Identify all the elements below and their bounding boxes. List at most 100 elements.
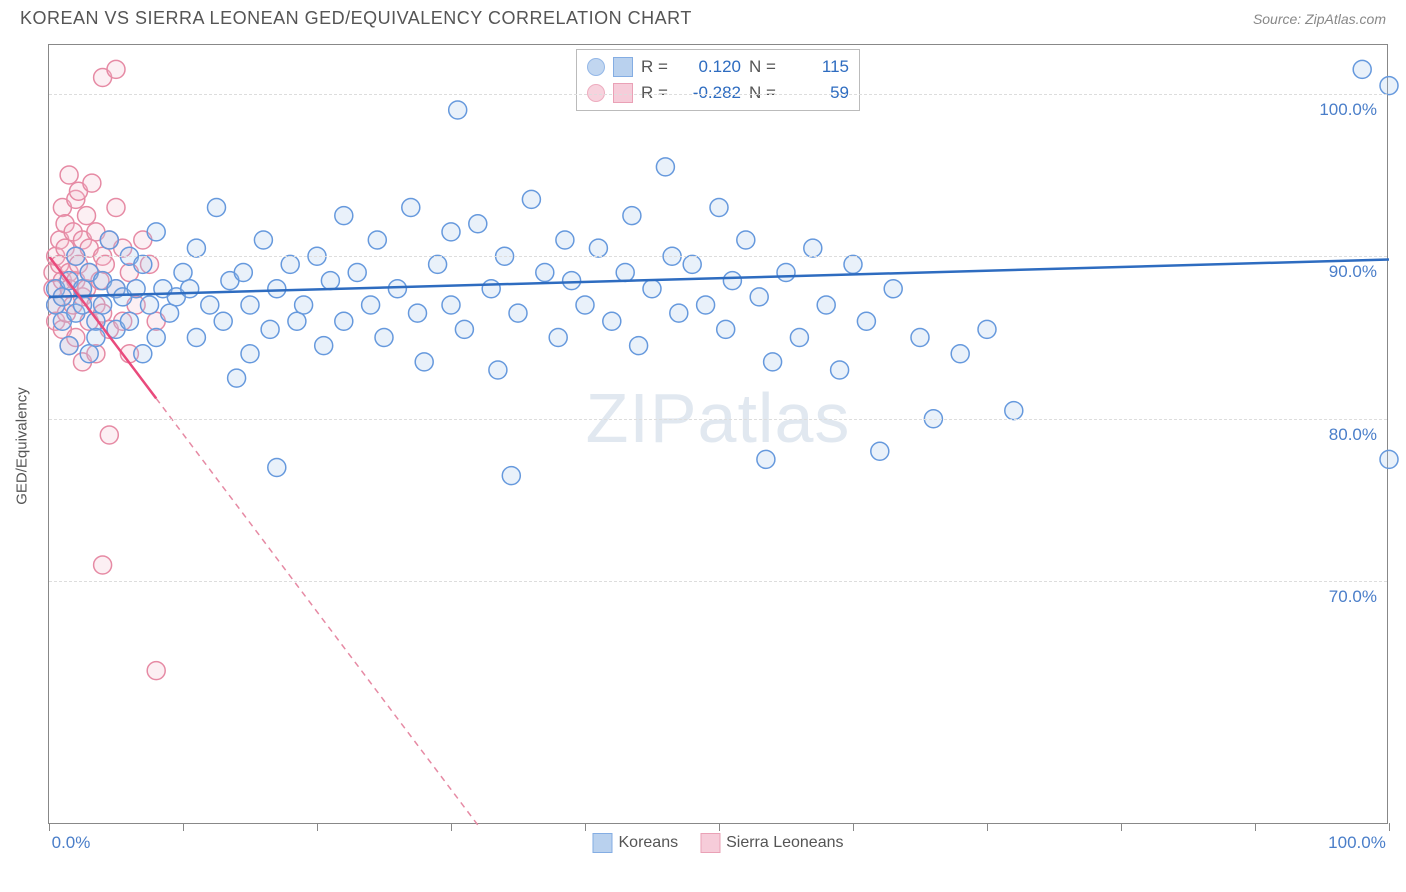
data-point <box>415 353 433 371</box>
data-point <box>884 280 902 298</box>
data-point <box>717 320 735 338</box>
data-point <box>656 158 674 176</box>
data-point <box>83 174 101 192</box>
data-point <box>147 329 165 347</box>
data-point <box>60 166 78 184</box>
data-point <box>368 231 386 249</box>
data-point <box>134 255 152 273</box>
y-tick-label: 90.0% <box>1329 262 1377 282</box>
chart-title: KOREAN VS SIERRA LEONEAN GED/EQUIVALENCY… <box>20 8 692 29</box>
x-tick <box>451 823 452 831</box>
data-point <box>241 296 259 314</box>
data-point <box>100 231 118 249</box>
legend-item-koreans: Koreans <box>592 833 678 853</box>
data-point <box>228 369 246 387</box>
x-tick <box>585 823 586 831</box>
data-point <box>87 329 105 347</box>
data-point <box>757 450 775 468</box>
data-point <box>321 272 339 290</box>
data-point <box>147 223 165 241</box>
x-tick <box>49 823 50 831</box>
data-point <box>1353 60 1371 78</box>
data-point <box>60 337 78 355</box>
data-point <box>315 337 333 355</box>
data-point <box>804 239 822 257</box>
x-tick <box>1255 823 1256 831</box>
data-point <box>335 312 353 330</box>
x-tick <box>853 823 854 831</box>
data-point <box>576 296 594 314</box>
data-point <box>281 255 299 273</box>
data-point <box>710 199 728 217</box>
legend-swatch-koreans-icon <box>592 833 612 853</box>
data-point <box>94 556 112 574</box>
data-point <box>261 320 279 338</box>
r-value-koreans: 0.120 <box>679 57 741 77</box>
data-point <box>683 255 701 273</box>
data-point <box>790 329 808 347</box>
data-point <box>375 329 393 347</box>
gridline <box>49 94 1387 95</box>
data-point <box>449 101 467 119</box>
data-point <box>348 264 366 282</box>
data-point <box>94 296 112 314</box>
data-point <box>120 312 138 330</box>
data-point <box>750 288 768 306</box>
data-point <box>181 280 199 298</box>
data-point <box>844 255 862 273</box>
data-point <box>502 467 520 485</box>
data-point <box>402 199 420 217</box>
data-point <box>817 296 835 314</box>
data-point <box>482 280 500 298</box>
data-point <box>78 207 96 225</box>
data-point <box>978 320 996 338</box>
y-tick-label: 80.0% <box>1329 425 1377 445</box>
data-point <box>563 272 581 290</box>
legend-label-sierra: Sierra Leoneans <box>726 834 843 852</box>
x-tick <box>183 823 184 831</box>
data-point <box>616 264 634 282</box>
data-point <box>1005 402 1023 420</box>
data-point <box>522 190 540 208</box>
data-point <box>409 304 427 322</box>
chart-source: Source: ZipAtlas.com <box>1253 11 1386 27</box>
legend-marker-koreans-icon <box>587 58 605 76</box>
data-point <box>723 272 741 290</box>
data-point <box>442 223 460 241</box>
data-point <box>737 231 755 249</box>
data-point <box>831 361 849 379</box>
legend-label-koreans: Koreans <box>618 834 678 852</box>
data-point <box>1380 77 1398 95</box>
data-point <box>187 239 205 257</box>
data-point <box>951 345 969 363</box>
data-point <box>107 199 125 217</box>
y-axis-label: GED/Equivalency <box>14 387 31 505</box>
data-point <box>469 215 487 233</box>
data-point <box>777 264 795 282</box>
data-point <box>80 345 98 363</box>
trend-line-extrapolated <box>156 398 478 825</box>
data-point <box>1380 450 1398 468</box>
data-point <box>161 304 179 322</box>
data-point <box>589 239 607 257</box>
y-tick-label: 70.0% <box>1329 587 1377 607</box>
data-point <box>697 296 715 314</box>
data-point <box>141 296 159 314</box>
data-point <box>268 459 286 477</box>
data-point <box>335 207 353 225</box>
data-point <box>254 231 272 249</box>
legend-swatch-sierra-icon <box>700 833 720 853</box>
x-tick <box>719 823 720 831</box>
r-label: R = <box>641 57 671 77</box>
data-point <box>429 255 447 273</box>
data-point <box>549 329 567 347</box>
data-point <box>174 264 192 282</box>
data-point <box>362 296 380 314</box>
data-point <box>857 312 875 330</box>
data-point <box>623 207 641 225</box>
n-value-koreans: 115 <box>787 57 849 77</box>
data-point <box>764 353 782 371</box>
gridline <box>49 256 1387 257</box>
data-point <box>509 304 527 322</box>
data-point <box>295 296 313 314</box>
